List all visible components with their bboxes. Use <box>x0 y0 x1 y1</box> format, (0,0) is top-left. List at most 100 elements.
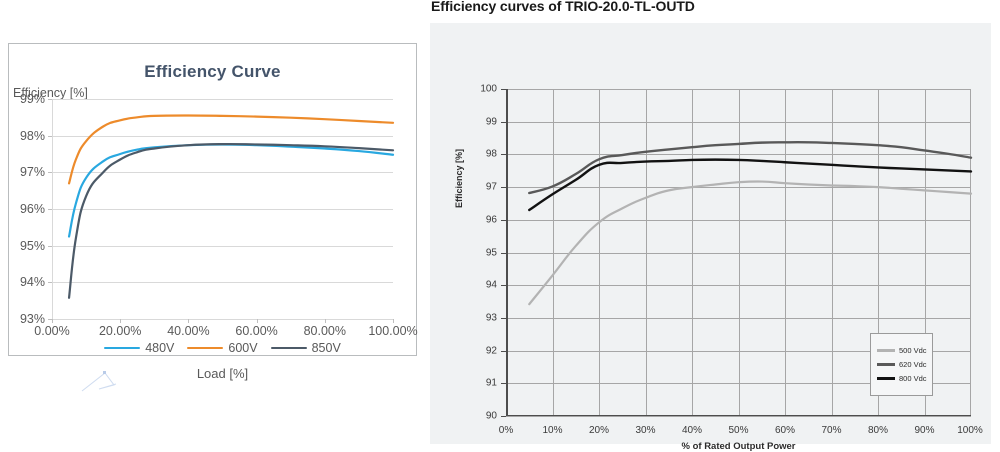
legend-label-480v: 480V <box>145 341 175 355</box>
legend-item-480v[interactable]: 480V <box>104 341 174 355</box>
gridline <box>52 209 393 210</box>
gridline <box>970 89 971 416</box>
right-y-tick-label: 90 <box>485 410 497 422</box>
right-x-tick-label: 70% <box>821 425 842 436</box>
axis-tick <box>501 89 506 90</box>
right-x-tick-label: 60% <box>774 425 796 436</box>
right-chart-title: Efficiency curves of TRIO-20.0-TL-OUTD <box>431 0 695 14</box>
right-x-tick-label: 50% <box>728 425 749 436</box>
right-y-tick-label: 93 <box>485 312 497 324</box>
axis-tick <box>48 282 52 284</box>
right-chart-series-layer <box>528 141 973 306</box>
gridline <box>645 89 647 416</box>
axis-tick <box>501 121 506 123</box>
right-chart-legend: 500 Vdc 620 Vdc 800 Vdc <box>870 333 933 396</box>
left-x-tick-label: 20.00% <box>98 324 142 338</box>
right-chart-x-axis-line <box>506 414 971 416</box>
axis-tick <box>501 252 506 254</box>
series-line-500-vdc <box>528 180 973 306</box>
legend-swatch-850v <box>270 346 307 350</box>
gridline <box>552 89 554 416</box>
gridline <box>52 172 393 174</box>
right-y-tick-label: 95 <box>485 247 497 258</box>
left-y-tick-label: 97% <box>19 165 45 180</box>
right-x-tick-label: 90% <box>914 425 935 436</box>
legend-label-500vdc: 500 Vdc <box>899 346 927 355</box>
axis-tick <box>48 209 52 210</box>
gridline <box>831 89 833 416</box>
left-chart-plot-area: 99% 98% 97% 96% 95% 94% 93% 0.00% 20.00%… <box>20 92 418 338</box>
right-y-tick-label: 97 <box>485 181 497 193</box>
left-x-tick-label: 80.00% <box>303 324 346 338</box>
left-chart-panel: Efficiency Curve Efficiency [%] 99% 98% … <box>0 0 424 444</box>
gridline <box>52 99 393 100</box>
right-y-tick-label: 92 <box>485 345 497 357</box>
axis-tick <box>48 135 52 137</box>
efficiency-curve-chart-card: Efficiency Curve Efficiency [%] 99% 98% … <box>8 43 418 392</box>
left-y-tick-label: 95% <box>19 238 45 253</box>
axis-tick <box>501 317 506 319</box>
axis-tick <box>501 383 506 385</box>
right-y-tick-label: 98 <box>485 148 497 160</box>
series-line-850v <box>67 142 395 299</box>
right-chart-plot-area: 100 99 98 97 96 95 94 93 92 91 90 0% 10%… <box>480 84 982 437</box>
axis-tick <box>120 319 122 323</box>
gridline <box>785 89 786 416</box>
right-x-tick-label: 40% <box>681 425 703 436</box>
left-x-tick-label: 60.00% <box>235 324 278 338</box>
left-y-tick-label: 99% <box>19 92 45 106</box>
legend-item-850v[interactable]: 850V <box>270 341 341 355</box>
gridline <box>506 416 971 417</box>
legend-item-620vdc[interactable]: 620 Vdc <box>877 360 927 369</box>
right-x-tick-label: 20% <box>588 425 610 436</box>
gridline <box>878 89 879 416</box>
gridline <box>52 135 393 137</box>
right-chart-panel: Efficiency curves of TRIO-20.0-TL-OUTD E… <box>424 0 1000 452</box>
right-y-tick-label: 91 <box>485 377 497 389</box>
right-x-tick-label: 10% <box>542 425 563 436</box>
legend-swatch-480v <box>104 346 141 350</box>
series-line-600v <box>67 114 395 185</box>
left-x-tick-label: 0.00% <box>34 324 70 338</box>
gridline <box>52 245 393 247</box>
axis-tick <box>48 245 52 247</box>
axis-tick <box>324 319 326 323</box>
axis-tick <box>501 285 506 287</box>
left-y-tick-label: 94% <box>19 275 45 290</box>
gridline <box>924 89 926 416</box>
right-chart-y-axis-line <box>506 89 508 416</box>
right-x-tick-label: 80% <box>867 425 889 436</box>
right-x-tick-label: 100% <box>957 425 983 436</box>
right-x-tick-label: 30% <box>635 425 656 436</box>
left-chart-x-axis-label: Load [%] <box>196 366 249 381</box>
series-line-800-vdc <box>528 158 973 212</box>
axis-tick <box>501 187 506 189</box>
axis-tick <box>501 416 506 417</box>
axis-tick <box>48 172 52 174</box>
right-chart-canvas: Efficiency [%] <box>430 23 991 452</box>
legend-label-800vdc: 800 Vdc <box>899 374 927 383</box>
series-line-620-vdc <box>528 141 973 195</box>
gridline <box>52 319 393 320</box>
left-x-tick-label: 100.00% <box>368 324 418 338</box>
gridline <box>52 282 393 284</box>
right-chart-x-axis-label: % of Rated Output Power <box>681 441 796 452</box>
axis-tick <box>188 319 190 323</box>
axis-tick <box>256 319 258 323</box>
right-x-tick-label: 0% <box>498 425 514 436</box>
left-chart-series-layer <box>67 114 395 299</box>
gridline <box>692 89 693 416</box>
right-y-tick-label: 94 <box>485 279 497 291</box>
left-chart-title: Efficiency Curve <box>144 62 281 81</box>
legend-label-600v: 600V <box>228 341 258 355</box>
axis-tick <box>501 154 506 156</box>
gridline <box>599 89 600 416</box>
right-y-tick-label: 99 <box>485 116 497 128</box>
left-chart-legend: 480V 600V 850V <box>52 341 393 355</box>
right-y-tick-label: 100 <box>480 83 497 95</box>
axis-tick <box>52 319 53 323</box>
legend-item-800vdc[interactable]: 800 Vdc <box>877 374 927 383</box>
legend-item-500vdc[interactable]: 500 Vdc <box>877 346 927 355</box>
legend-item-600v[interactable]: 600V <box>187 341 258 355</box>
legend-label-620vdc: 620 Vdc <box>899 360 927 369</box>
